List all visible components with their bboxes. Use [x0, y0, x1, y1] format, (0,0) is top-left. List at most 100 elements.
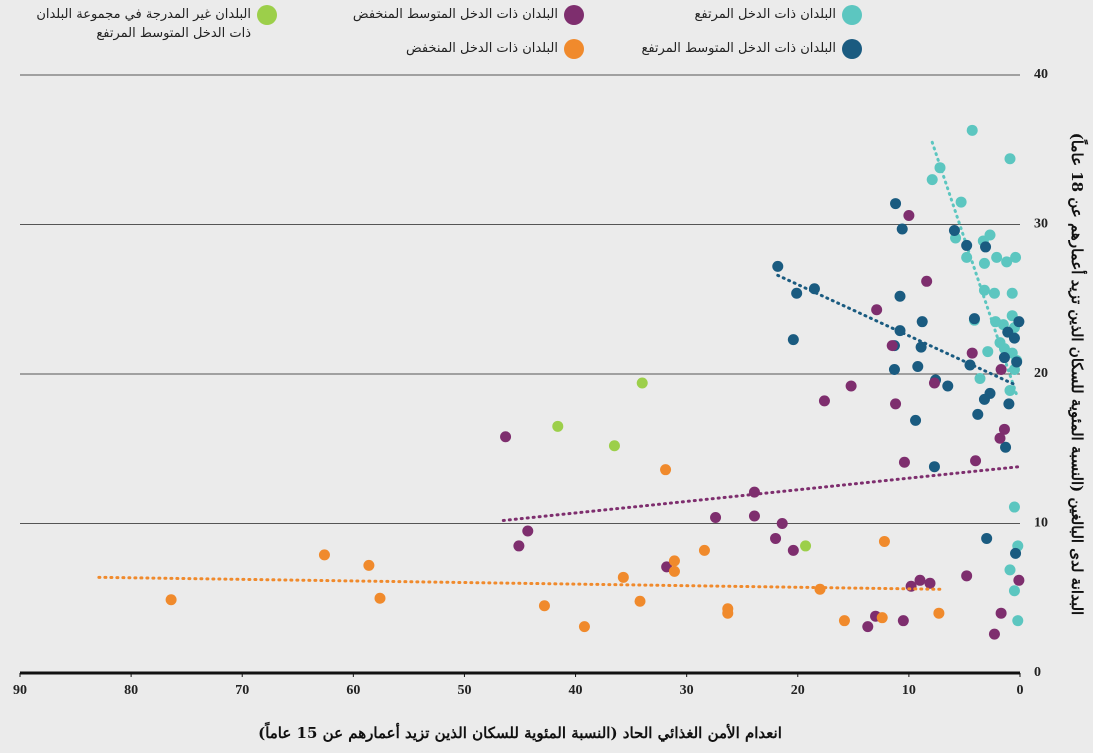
point	[903, 210, 915, 222]
point	[363, 559, 375, 571]
trend-line	[501, 465, 1021, 523]
point	[617, 571, 629, 583]
point	[894, 325, 906, 337]
point	[915, 341, 927, 353]
point	[808, 283, 820, 295]
x-axis-label: انعدام الأمن الغذائي الحاد (النسبة المئو…	[258, 722, 782, 743]
point	[772, 260, 784, 272]
legend-label: البلدان ذات الدخل المنخفض	[405, 41, 558, 56]
y-tick-label: 10	[1034, 516, 1048, 531]
x-tick-label: 20	[791, 683, 805, 698]
point	[934, 162, 946, 174]
point	[748, 510, 760, 522]
point	[1003, 398, 1015, 410]
legend-marker	[564, 39, 584, 59]
point	[981, 532, 993, 544]
point	[978, 393, 990, 405]
point	[933, 607, 945, 619]
point	[988, 628, 1000, 640]
point	[995, 607, 1007, 619]
point	[888, 364, 900, 376]
point	[818, 395, 830, 407]
point	[964, 359, 976, 371]
point	[1004, 564, 1016, 576]
point	[1001, 256, 1013, 268]
y-tick-label: 20	[1034, 366, 1048, 381]
y-tick-label: 0	[1034, 665, 1041, 680]
point	[928, 377, 940, 389]
point	[1000, 441, 1012, 453]
point	[1008, 585, 1020, 597]
point	[814, 583, 826, 595]
point	[862, 621, 874, 633]
legend-marker	[842, 5, 862, 25]
point	[926, 174, 938, 186]
point	[1006, 287, 1018, 299]
point	[890, 398, 902, 410]
point	[988, 287, 1000, 299]
point	[748, 486, 760, 498]
point	[982, 346, 994, 358]
x-tick-label: 90	[13, 683, 27, 698]
point	[924, 577, 936, 589]
point	[980, 241, 992, 253]
point	[955, 196, 967, 208]
point	[998, 352, 1010, 364]
point	[961, 239, 973, 251]
point	[668, 565, 680, 577]
point	[552, 420, 564, 432]
point	[1008, 332, 1020, 344]
point	[970, 455, 982, 467]
point	[1008, 501, 1020, 513]
x-tick-label: 50	[457, 683, 471, 698]
point	[878, 535, 890, 547]
point	[942, 380, 954, 392]
point	[974, 372, 986, 384]
point	[634, 595, 646, 607]
point	[961, 570, 973, 582]
point	[995, 364, 1007, 376]
point	[722, 607, 734, 619]
point	[787, 544, 799, 556]
point	[914, 574, 926, 586]
point	[994, 432, 1006, 444]
point	[838, 615, 850, 627]
point	[991, 251, 1003, 263]
point	[710, 512, 722, 524]
point	[522, 525, 534, 537]
y-tick-label: 30	[1034, 217, 1048, 232]
point	[776, 518, 788, 529]
legend-label: البلدان ذات الدخل المتوسط المرتفع	[641, 41, 836, 56]
point	[800, 540, 812, 552]
x-tick-label: 70	[235, 683, 249, 698]
point	[978, 284, 990, 296]
point	[972, 408, 984, 420]
point	[578, 621, 590, 633]
point	[978, 257, 990, 269]
x-tick-label: 60	[346, 683, 360, 698]
point	[668, 555, 680, 567]
point	[500, 431, 512, 443]
point	[770, 532, 782, 544]
point	[916, 316, 928, 328]
trend-line	[97, 575, 942, 591]
x-tick-label: 30	[680, 683, 694, 698]
legend-marker	[564, 5, 584, 25]
point	[698, 544, 710, 556]
point	[871, 304, 883, 316]
point	[660, 464, 672, 476]
point	[876, 612, 888, 624]
point	[1011, 356, 1023, 368]
point	[1004, 153, 1016, 165]
y-axis-label: البدانة لدى البالغين (النسبة المئوية للس…	[1068, 133, 1088, 615]
point	[948, 224, 960, 236]
point	[374, 592, 386, 604]
point	[910, 414, 922, 426]
point	[968, 313, 980, 325]
point	[845, 380, 857, 392]
legend-label: البلدان ذات الدخل المتوسط المنخفض	[352, 7, 558, 22]
point	[898, 456, 910, 468]
point	[998, 423, 1010, 435]
x-tick-label: 40	[569, 683, 583, 698]
point	[608, 440, 620, 452]
